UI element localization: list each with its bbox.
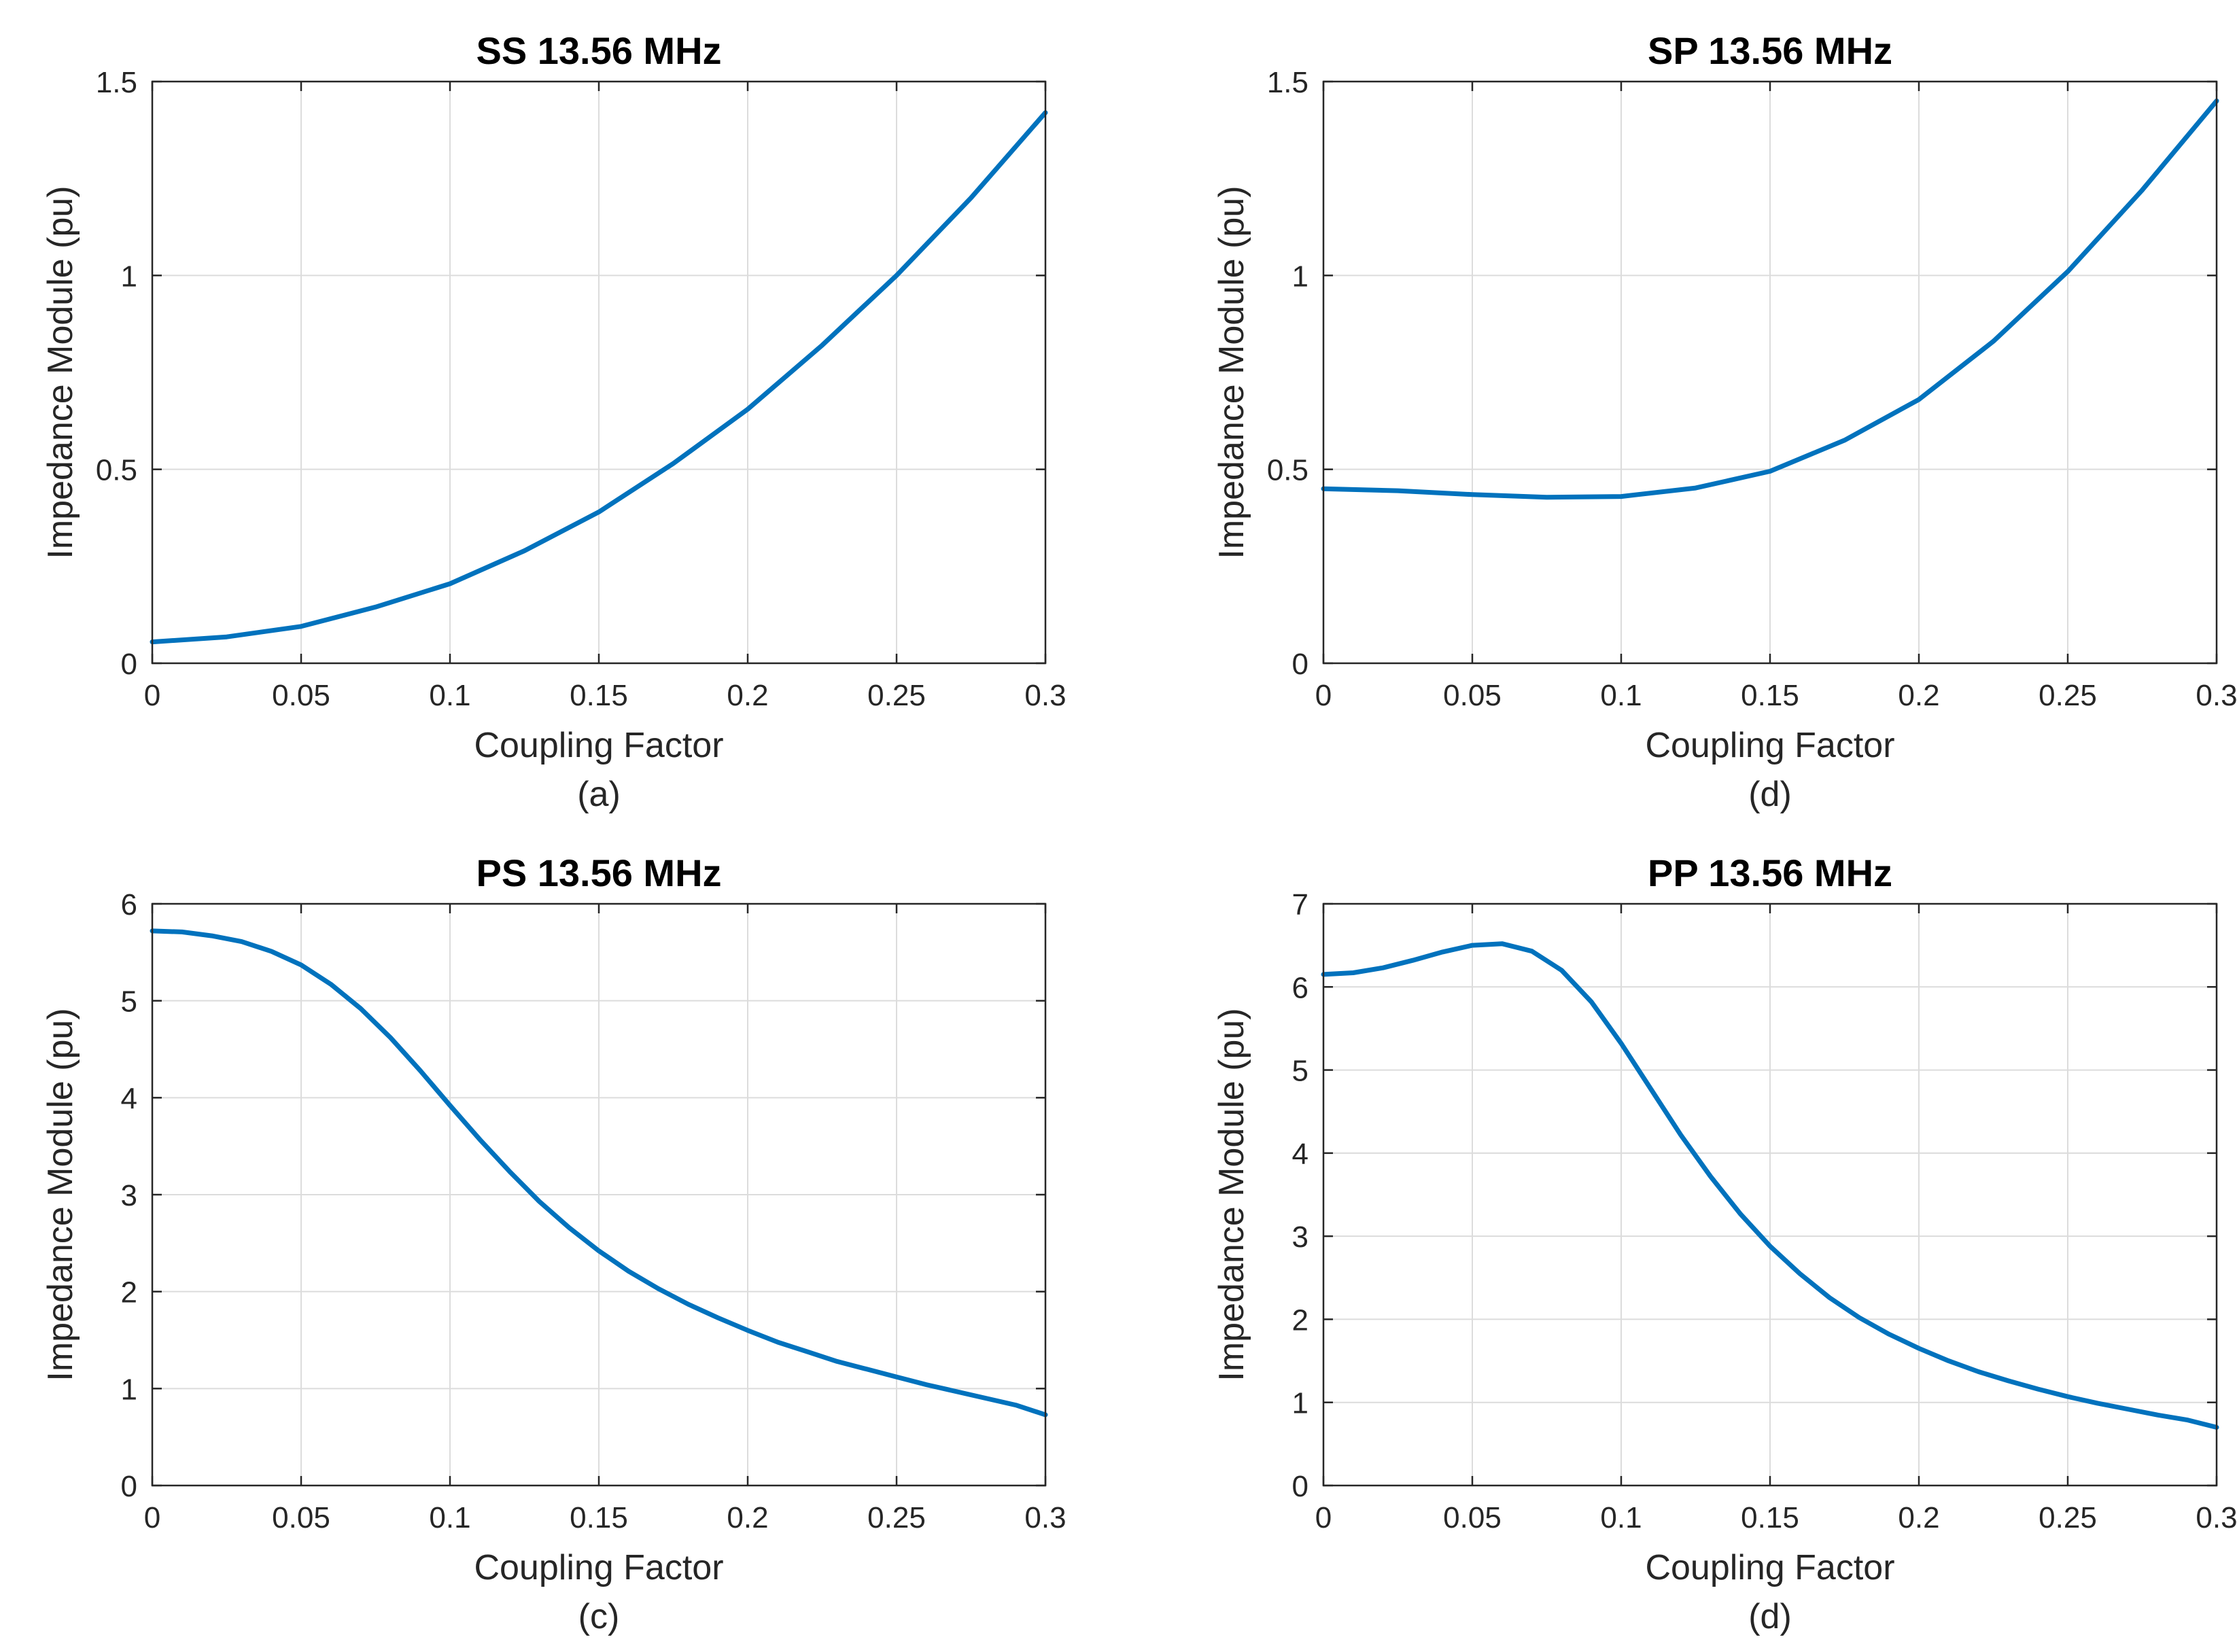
panel-sp: 0 0.05 0.1 0.15 0.2 0.25 0.3 0 0.5 1 1.5 SP 13.56 … <box>1212 29 2237 814</box>
axes-box <box>151 80 1047 665</box>
chart-title: SP 13.56 MHz <box>1648 29 1892 72</box>
y-tick-label: 6 <box>121 888 137 921</box>
ticks: 0 0.05 0.1 0.15 0.2 0.25 0.3 0 0.5 1 1.5 <box>1267 66 2237 712</box>
y-tick-label: 0 <box>121 648 137 681</box>
y-axis-label: Impedance Module (pu) <box>41 1008 80 1381</box>
x-tick-label: 0.3 <box>1024 679 1066 712</box>
x-axis-label: Coupling Factor <box>474 726 723 765</box>
x-axis-label: Coupling Factor <box>1645 1548 1894 1587</box>
ticks: 0 0.05 0.1 0.15 0.2 0.25 0.3 0 1 2 3 4 5 6 7 <box>1292 888 2237 1534</box>
x-tick-label: 0 <box>144 679 160 712</box>
y-tick-label: 0 <box>1292 648 1308 681</box>
y-tick-label: 0.5 <box>96 454 137 487</box>
x-tick-label: 0.15 <box>570 1501 628 1534</box>
x-tick-label: 0.15 <box>1741 679 1799 712</box>
x-tick-label: 0.2 <box>727 1501 768 1534</box>
x-tick-label: 0 <box>144 1501 160 1534</box>
ticks: 0 0.05 0.1 0.15 0.2 0.25 0.3 0 1 2 3 4 5 6 <box>121 888 1067 1534</box>
y-tick-label: 1 <box>121 1373 137 1406</box>
panel-caption: (d) <box>1748 1597 1792 1636</box>
x-tick-label: 0.25 <box>867 679 926 712</box>
curve-layer <box>150 928 1048 1418</box>
axes-box <box>1322 80 2218 665</box>
y-tick-label: 3 <box>1292 1220 1308 1254</box>
x-tick-label: 0.3 <box>2196 1501 2237 1534</box>
curve-layer <box>150 110 1048 645</box>
axes-box <box>151 902 1047 1487</box>
y-axis-label: Impedance Module (pu) <box>41 186 80 559</box>
panel-pp: 0 0.05 0.1 0.15 0.2 0.25 0.3 0 1 2 3 4 5 6 7 PP 13.56 … <box>1212 851 2237 1636</box>
x-tick-label: 0.05 <box>1443 1501 1502 1534</box>
x-tick-label: 0.25 <box>867 1501 926 1534</box>
y-tick-label: 6 <box>1292 971 1308 1004</box>
x-axis-label: Coupling Factor <box>474 1548 723 1587</box>
x-tick-label: 0.2 <box>1898 1501 1939 1534</box>
y-tick-label: 5 <box>1292 1055 1308 1088</box>
panel-caption: (a) <box>577 775 621 814</box>
series-line-sp <box>1321 99 2219 500</box>
x-tick-label: 0.15 <box>1741 1501 1799 1534</box>
chart-title: PP 13.56 MHz <box>1648 851 1892 894</box>
x-tick-label: 0.1 <box>429 1501 470 1534</box>
x-tick-label: 0.05 <box>272 1501 330 1534</box>
series-line-ss <box>150 110 1048 645</box>
y-tick-label: 0 <box>1292 1470 1308 1503</box>
x-axis-label: Coupling Factor <box>1645 726 1894 765</box>
x-tick-label: 0.1 <box>429 679 470 712</box>
curve-layer <box>1321 99 2219 500</box>
ticks: 0 0.05 0.1 0.15 0.2 0.25 0.3 0 0.5 1 1.5 <box>96 66 1067 712</box>
chart-title: SS 13.56 MHz <box>476 29 721 72</box>
y-tick-label: 1.5 <box>96 66 137 99</box>
y-tick-label: 3 <box>121 1179 137 1212</box>
x-tick-label: 0.3 <box>1024 1501 1066 1534</box>
y-tick-label: 4 <box>1292 1138 1308 1171</box>
panel-caption: (c) <box>578 1597 620 1636</box>
y-tick-label: 0.5 <box>1267 454 1308 487</box>
x-tick-label: 0.2 <box>1898 679 1939 712</box>
y-tick-label: 2 <box>121 1276 137 1310</box>
y-tick-label: 1.5 <box>1267 66 1308 99</box>
x-tick-label: 0.25 <box>2039 1501 2097 1534</box>
panel-ps: 0 0.05 0.1 0.15 0.2 0.25 0.3 0 1 2 3 4 5 6 PS 13.56 M… <box>41 851 1067 1636</box>
x-tick-label: 0.3 <box>2196 679 2237 712</box>
x-tick-label: 0.2 <box>727 679 768 712</box>
chart-title: PS 13.56 MHz <box>476 851 721 894</box>
panel-ss: 0 0.05 0.1 0.15 0.2 0.25 0.3 0 0.5 1 1.5 SS 13.56 … <box>41 29 1067 814</box>
series-line-pp <box>1321 941 2219 1430</box>
x-tick-label: 0.1 <box>1600 679 1642 712</box>
y-tick-label: 1 <box>1292 260 1308 293</box>
y-tick-label: 1 <box>121 260 137 293</box>
curve-layer <box>1321 941 2219 1430</box>
x-tick-label: 0.05 <box>1443 679 1502 712</box>
x-tick-label: 0.1 <box>1600 1501 1642 1534</box>
y-tick-label: 0 <box>121 1470 137 1503</box>
y-tick-label: 4 <box>121 1082 137 1115</box>
y-tick-label: 2 <box>1292 1303 1308 1337</box>
y-axis-label: Impedance Module (pu) <box>1212 1008 1251 1381</box>
panel-caption: (d) <box>1748 775 1792 814</box>
y-tick-label: 7 <box>1292 888 1308 921</box>
x-tick-label: 0 <box>1315 679 1332 712</box>
x-tick-label: 0.15 <box>570 679 628 712</box>
x-tick-label: 0 <box>1315 1501 1332 1534</box>
x-tick-label: 0.05 <box>272 679 330 712</box>
x-tick-label: 0.25 <box>2039 679 2097 712</box>
y-axis-label: Impedance Module (pu) <box>1212 186 1251 559</box>
series-line-ps <box>150 928 1048 1418</box>
y-tick-label: 1 <box>1292 1387 1308 1420</box>
y-tick-label: 5 <box>121 985 137 1019</box>
axes-box <box>1322 902 2218 1487</box>
